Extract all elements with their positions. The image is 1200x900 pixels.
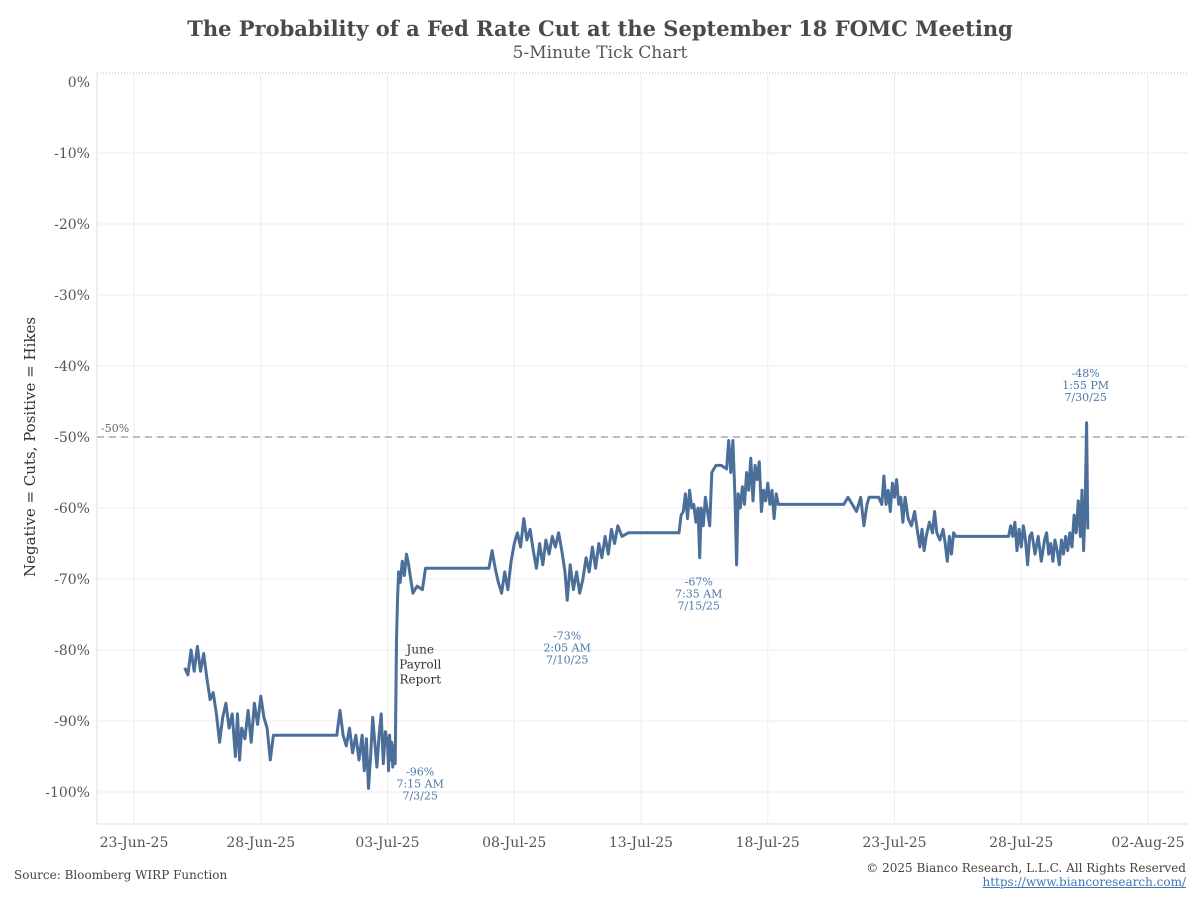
reference-line-label: -50% xyxy=(101,422,129,435)
y-tick-label: -30% xyxy=(54,288,90,304)
reference-line-group: -50% xyxy=(97,422,1188,438)
x-tick-label: 23-Jun-25 xyxy=(100,835,169,851)
y-tick-label: -100% xyxy=(45,785,90,801)
annotation-line: -96% xyxy=(406,766,434,779)
annotation-line: 1:55 PM xyxy=(1062,379,1109,392)
website-link[interactable]: https://www.biancoresearch.com/ xyxy=(982,875,1186,889)
x-tick-label: 03-Jul-25 xyxy=(355,835,419,851)
x-tick-label: 23-Jul-25 xyxy=(862,835,926,851)
y-tick-label: -20% xyxy=(54,217,90,233)
y-tick-label: -80% xyxy=(54,643,90,659)
annotation-line: 7/3/25 xyxy=(402,790,437,803)
y-tick-label: -10% xyxy=(54,146,90,162)
annotation-payroll-line: June xyxy=(405,643,434,657)
x-tick-label: 02-Aug-25 xyxy=(1111,835,1184,851)
x-tick-label: 13-Jul-25 xyxy=(609,835,673,851)
chart-title: The Probability of a Fed Rate Cut at the… xyxy=(187,16,1013,41)
annotation-line: -67% xyxy=(685,576,713,589)
source-note: Source: Bloomberg WIRP Function xyxy=(14,868,228,882)
x-axis-ticks: 23-Jun-25 28-Jun-25 03-Jul-25 08-Jul-25 13-J… xyxy=(100,835,1185,851)
y-tick-label: -60% xyxy=(54,501,90,517)
annotation-line: 7/15/25 xyxy=(678,600,720,613)
chart-subtitle: 5-Minute Tick Chart xyxy=(512,43,688,63)
y-tick-label: -40% xyxy=(54,359,90,375)
annotation-payroll-line: Report xyxy=(399,673,441,687)
annotation-line: -73% xyxy=(553,629,581,642)
copyright-text: © 2025 Bianco Research, L.L.C. All Right… xyxy=(866,861,1186,875)
annotation-line: 7/10/25 xyxy=(546,653,588,666)
series-group xyxy=(183,421,1090,790)
x-tick-label: 28-Jun-25 xyxy=(226,835,295,851)
y-tick-label: -70% xyxy=(54,572,90,588)
y-tick-label: -90% xyxy=(54,714,90,730)
annotation-line: 2:05 AM xyxy=(543,641,590,654)
grid-lines xyxy=(96,72,1188,825)
y-axis-ticks: 0% -10% -20% -30% -40% -50% -60% -70% -80% -90% -1… xyxy=(45,75,90,801)
annotation-line: -48% xyxy=(1072,367,1100,380)
x-tick-label: 28-Jul-25 xyxy=(989,835,1053,851)
y-tick-label: 0% xyxy=(68,75,90,91)
annotation-line: 7/30/25 xyxy=(1064,391,1106,404)
annotation-line: 7:15 AM xyxy=(396,778,443,791)
footer-credits: © 2025 Bianco Research, L.L.C. All Right… xyxy=(866,861,1186,889)
series-line xyxy=(183,421,1090,790)
y-tick-label: -50% xyxy=(54,430,90,446)
x-tick-label: 08-Jul-25 xyxy=(482,835,546,851)
x-tick-label: 18-Jul-25 xyxy=(736,835,800,851)
annotation-line: 7:35 AM xyxy=(675,588,722,601)
annotation-payroll-line: Payroll xyxy=(399,658,441,672)
